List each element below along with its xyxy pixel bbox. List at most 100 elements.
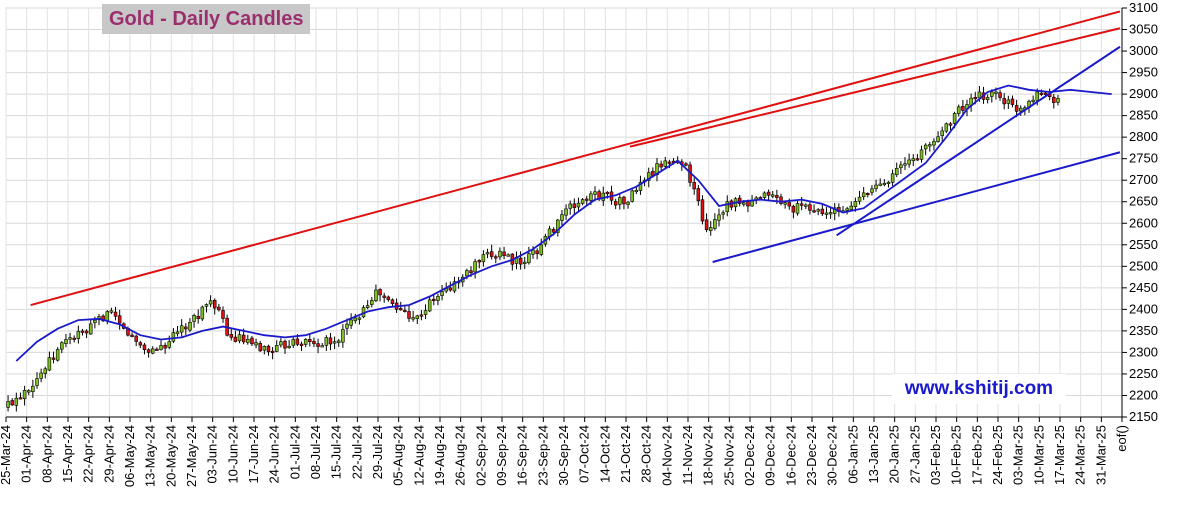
x-tick-label: 15-Apr-24 (60, 425, 75, 483)
candle-body (1035, 91, 1040, 101)
candle-body (130, 334, 134, 337)
x-tick-label: 24-Mar-25 (1073, 425, 1088, 485)
candle-body (940, 130, 944, 136)
x-tick-label: 16-Dec-24 (783, 425, 798, 486)
moving-average-line (15, 84, 1112, 362)
x-tick-label: 13-May-24 (143, 425, 158, 487)
y-tick-label: 3050 (1129, 22, 1158, 37)
candle-body (692, 182, 696, 190)
x-tick-label: 17-Jun-24 (246, 425, 261, 484)
y-tick-label: 2850 (1129, 108, 1158, 123)
candle-body (241, 334, 246, 343)
candle-body (506, 254, 510, 257)
candle-body (638, 181, 643, 191)
candle-body (878, 183, 882, 186)
x-tick-label: 19-Aug-24 (432, 425, 447, 486)
candle-body (349, 319, 353, 326)
x-tick-label: 29-Jul-24 (370, 425, 385, 479)
y-tick-label: 2750 (1129, 151, 1158, 166)
candle-body (630, 190, 634, 202)
candle-body (35, 378, 39, 386)
candle-body (423, 310, 428, 315)
y-tick-label: 3100 (1129, 0, 1158, 15)
x-tick-label: 30-Dec-24 (825, 425, 840, 486)
candle-body (556, 219, 560, 233)
candle-body (779, 196, 783, 204)
candle-body (589, 193, 593, 201)
x-tick-label: 25-Nov-24 (721, 425, 736, 486)
candle-body (498, 250, 502, 258)
candle-body (717, 214, 721, 221)
candle-body (175, 331, 180, 335)
candle-body (105, 311, 110, 322)
candle-body (427, 299, 432, 312)
x-tick-label: 09-Sep-24 (494, 425, 509, 486)
candle-body (22, 390, 27, 400)
candle-body (436, 296, 440, 301)
candle-body (43, 368, 48, 374)
candle-body (894, 167, 899, 176)
candle-body (188, 321, 192, 331)
candle-body (812, 210, 816, 213)
x-tick-label: 28-Oct-24 (639, 425, 654, 483)
candle-body (332, 341, 337, 344)
candle-body (336, 340, 341, 343)
y-tick-label: 2700 (1129, 172, 1158, 187)
y-tick-label: 2300 (1129, 344, 1158, 359)
candle-body (320, 345, 324, 348)
x-tick-label: 17-Feb-25 (969, 425, 984, 485)
candle-body (14, 397, 19, 406)
candle-body (783, 202, 787, 205)
candle-body (791, 205, 796, 213)
candle-body (919, 149, 924, 160)
candle-body (93, 319, 97, 324)
candle-body (155, 348, 159, 351)
candle-body (704, 219, 709, 231)
watermark-url: www.kshitij.com (892, 374, 1066, 404)
x-tick-label: 15-Jul-24 (329, 425, 344, 479)
candle-body (452, 281, 457, 292)
candle-body (973, 97, 978, 100)
candle-body (365, 305, 370, 308)
candle-body (866, 192, 870, 196)
y-tick-label: 2600 (1129, 215, 1158, 230)
x-tick-label: 31-Mar-25 (1093, 425, 1108, 485)
candle-body (324, 337, 329, 346)
x-tick-label: 20-Jan-25 (887, 425, 902, 484)
candle-body (72, 337, 76, 340)
candle-body (725, 201, 730, 213)
candle-body (88, 323, 93, 335)
candle-body (886, 181, 891, 185)
candle-body (539, 244, 544, 255)
candle-body (341, 329, 345, 343)
candle-body (200, 306, 205, 320)
candle-body (1043, 92, 1048, 95)
candle-body (750, 200, 754, 207)
candle-body (308, 339, 312, 343)
candle-body (527, 253, 531, 264)
trendline (629, 27, 1121, 148)
candle-body (928, 144, 932, 147)
candle-body (494, 256, 498, 259)
candle-body (291, 339, 296, 346)
x-tick-label: 27-May-24 (184, 425, 199, 487)
candle-body (262, 346, 267, 351)
candle-body (551, 229, 556, 233)
y-tick-label: 2500 (1129, 258, 1158, 273)
candle-body (328, 337, 333, 345)
candle-body (204, 304, 209, 307)
candle-body (646, 172, 651, 181)
candle-body (911, 158, 916, 161)
candle-body (890, 173, 895, 183)
candle-body (882, 182, 887, 186)
candle-body (659, 163, 663, 168)
candle-body (448, 287, 453, 291)
x-tick-label: 12-Aug-24 (411, 425, 426, 486)
candle-body (192, 315, 196, 322)
candle-body (994, 91, 998, 94)
y-tick-label: 2400 (1129, 301, 1158, 316)
candle-body (990, 91, 994, 97)
y-tick-label: 2150 (1129, 409, 1158, 424)
candle-body (378, 289, 382, 296)
